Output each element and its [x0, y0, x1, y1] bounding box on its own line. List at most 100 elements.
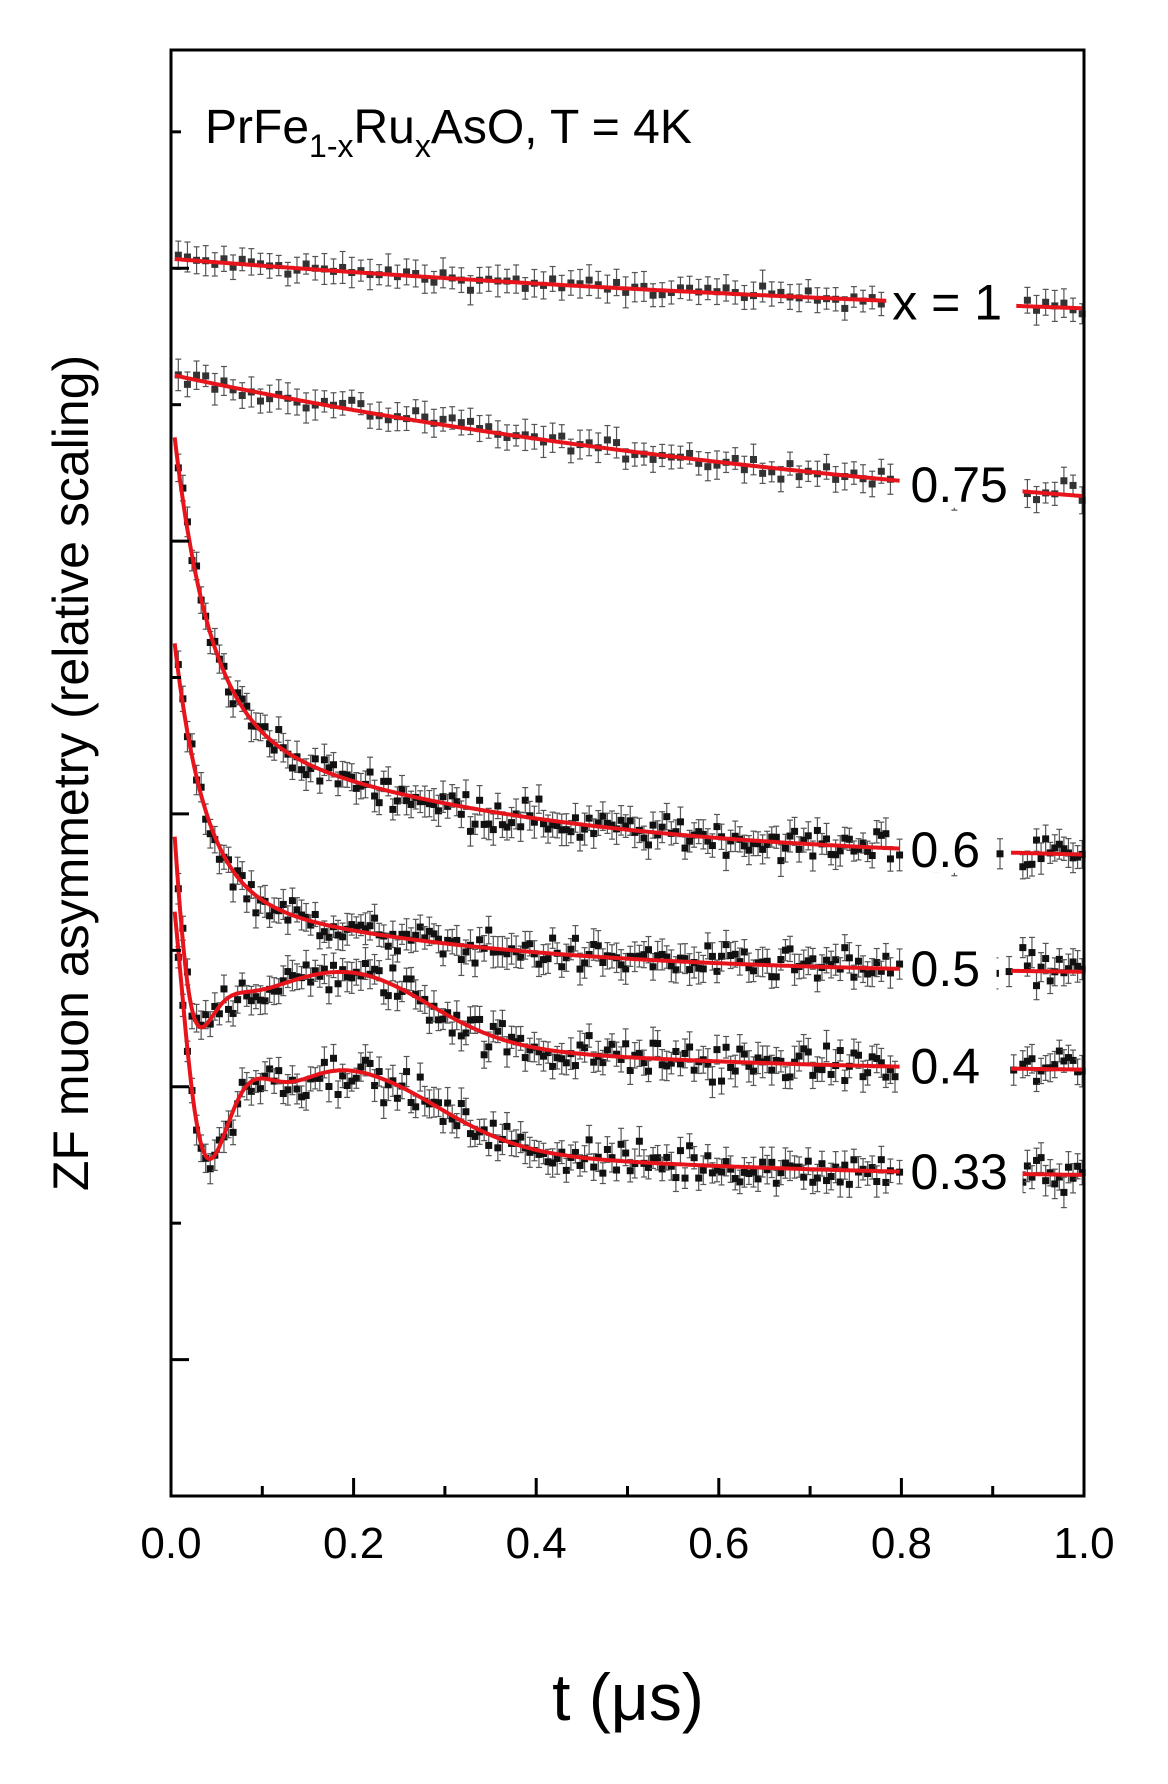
data-point	[1060, 1057, 1068, 1065]
data-point	[325, 764, 333, 772]
data-point	[654, 1040, 662, 1048]
data-point	[371, 1082, 379, 1090]
data-point	[622, 1040, 630, 1048]
data-point	[882, 1178, 890, 1186]
fit-curve	[172, 911, 900, 1174]
data-point	[622, 1149, 630, 1157]
data-point	[644, 841, 652, 849]
data-point	[841, 304, 849, 312]
series-label: 0.4	[911, 1039, 981, 1095]
data-point	[293, 906, 301, 914]
data-point	[398, 930, 406, 938]
data-point	[649, 821, 657, 829]
data-point	[667, 962, 675, 970]
data-point	[252, 993, 260, 1001]
title-sub2: x	[415, 128, 431, 164]
data-point	[430, 1098, 438, 1106]
data-point	[740, 948, 748, 956]
data-point	[266, 740, 274, 748]
data-point	[603, 436, 611, 444]
data-point	[544, 1049, 552, 1057]
fit-curve-tail	[1010, 488, 1083, 498]
data-point	[745, 1062, 753, 1070]
data-point	[480, 1051, 488, 1059]
data-point	[435, 1099, 443, 1107]
data-point	[266, 395, 274, 403]
data-point	[626, 1066, 634, 1074]
data-point	[1033, 836, 1041, 844]
data-point	[740, 466, 748, 474]
data-point	[640, 1059, 648, 1067]
data-point	[877, 467, 885, 475]
data-point	[425, 927, 433, 935]
data-point	[836, 847, 844, 855]
data-point	[599, 959, 607, 967]
data-point	[713, 1166, 721, 1174]
data-point	[759, 845, 767, 853]
data-point	[562, 826, 570, 834]
data-point	[845, 835, 853, 843]
data-point	[439, 793, 447, 801]
data-point	[868, 1053, 876, 1061]
data-point	[768, 1066, 776, 1074]
data-point	[393, 797, 401, 805]
data-point	[498, 821, 506, 829]
data-point	[361, 1056, 369, 1064]
data-point	[786, 460, 794, 468]
data-point	[736, 1045, 744, 1053]
data-point	[672, 1174, 680, 1182]
data-point	[1069, 958, 1077, 966]
fit-curve	[174, 257, 900, 304]
data-point	[1028, 1055, 1036, 1063]
data-point	[763, 957, 771, 965]
data-point	[549, 275, 557, 283]
data-point	[681, 1049, 689, 1057]
data-point	[247, 722, 255, 730]
data-point	[759, 1158, 767, 1166]
data-point	[590, 1058, 598, 1066]
data-point	[585, 276, 593, 284]
data-point	[202, 372, 210, 380]
data-point	[868, 480, 876, 488]
data-point	[882, 1073, 890, 1081]
data-point	[421, 275, 429, 283]
data-point	[854, 1051, 862, 1059]
data-point	[786, 945, 794, 953]
fit-curve-tail	[1010, 1171, 1083, 1177]
data-point	[1023, 1057, 1031, 1065]
data-point	[722, 851, 730, 859]
data-point	[535, 960, 543, 968]
data-point	[279, 900, 287, 908]
data-point	[275, 1067, 283, 1075]
data-point	[384, 1081, 392, 1089]
data-point	[841, 944, 849, 952]
data-point	[225, 856, 233, 864]
x-tick-label: 0.6	[688, 1519, 749, 1568]
data-point	[549, 934, 557, 942]
data-point	[193, 371, 201, 379]
data-point	[585, 814, 593, 822]
data-point	[754, 1175, 762, 1183]
data-point	[243, 895, 251, 903]
data-point	[617, 1140, 625, 1148]
data-point	[868, 852, 876, 860]
data-point	[466, 1130, 474, 1138]
data-point	[613, 278, 621, 286]
data-point	[229, 1009, 237, 1017]
data-point	[809, 1178, 817, 1186]
data-point	[777, 475, 785, 483]
data-point	[827, 1173, 835, 1181]
data-point	[457, 1100, 465, 1108]
data-point	[288, 897, 296, 905]
data-point	[740, 1050, 748, 1058]
data-point	[850, 469, 858, 477]
data-point	[727, 837, 735, 845]
data-point	[777, 857, 785, 865]
x-tick-label: 0.4	[506, 1519, 567, 1568]
data-point	[800, 1045, 808, 1053]
data-point	[809, 955, 817, 963]
data-point	[1069, 1056, 1077, 1064]
data-point	[503, 823, 511, 831]
data-point	[786, 1073, 794, 1081]
data-point	[1064, 965, 1072, 973]
